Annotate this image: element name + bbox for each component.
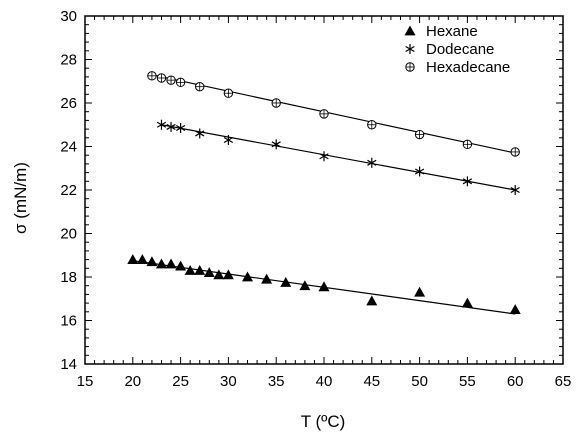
hexane-point [366,295,378,306]
dodecane-point [367,157,377,168]
y-tick-label: 30 [60,8,77,25]
x-tick-label: 35 [268,373,285,390]
y-tick-label: 20 [60,226,77,243]
hexadecane-point [156,73,167,83]
dodecane-point [223,134,234,145]
hexane-point [261,273,273,284]
legend-hexadecane-marker [405,62,415,72]
x-tick-label: 30 [220,373,237,390]
hexane-point [194,264,206,275]
x-tick-label: 45 [363,373,380,390]
hexadecane-point [175,77,186,88]
hexadecane-point [319,109,329,119]
hexadecane-point [166,75,176,85]
x-axis-label: T (ºC) [301,412,346,431]
hexane-point [146,256,158,267]
legend-hexadecane-label: Hexadecane [426,59,510,76]
asterisk-stroke [166,123,176,130]
asterisk-stroke [156,121,167,128]
x-tick-label: 15 [77,373,94,390]
hexadecane-point [195,81,205,92]
asterisk-stroke [271,141,281,148]
dodecane-point [195,128,205,139]
hexadecane-point [367,120,377,130]
y-tick-label: 14 [60,356,77,373]
hexane-point [318,281,330,292]
asterisk-stroke [195,130,205,137]
y-axis-label: σ (mN/m) [11,162,30,234]
dodecane-point [462,176,473,187]
y-tick-label: 18 [60,269,77,286]
x-tick-label: 50 [411,373,428,390]
asterisk-stroke [405,45,415,53]
dodecane-point [271,139,281,150]
data-markers [127,71,521,315]
hexane-point [461,297,473,308]
x-tick-label: 60 [507,373,524,390]
hexane-point [280,276,292,287]
hexane-point [509,304,521,315]
x-tick-label: 20 [124,373,141,390]
asterisk-stroke [414,168,425,175]
dodecane-point [156,119,167,130]
legend-dodecane-label: Dodecane [426,41,494,58]
dodecane-fit-line [161,124,516,191]
y-tick-label: 24 [60,139,77,156]
asterisk-stroke [462,178,473,185]
dodecane-point [414,166,425,177]
dodecane-point [175,123,186,134]
x-tick-label: 25 [172,373,189,390]
hexane-point [184,264,196,275]
hexadecane-point [223,88,234,98]
hexane-point [299,280,311,291]
hexadecane-point [414,129,425,140]
hexane-point [242,271,254,282]
axes: 15 20 25 30 35 40 45 50 55 60 65 14 16 18 20 22 24 26 28 30 [60,8,571,390]
hexadecane-point [462,139,473,150]
y-tick-label: 16 [60,313,77,330]
x-tick-label: 40 [316,373,333,390]
asterisk-stroke [175,124,186,132]
x-tick-label: 55 [459,373,476,390]
dodecane-point [319,151,329,162]
y-tick-label: 28 [60,52,77,69]
legend-dodecane-marker [405,44,415,54]
hexane-point [165,258,177,269]
asterisk-stroke [367,159,377,166]
y-tick-label: 26 [60,95,77,112]
hexadecane-point [147,71,157,81]
hexane-point [136,254,148,264]
hexane-point [414,286,426,297]
asterisk-stroke [223,136,234,143]
hexane-point [203,267,215,278]
hexane-point [155,258,167,269]
dodecane-point [166,121,176,132]
legend-hexane-label: Hexane [426,23,478,40]
hexane-point [213,269,225,280]
asterisk-stroke [319,153,329,160]
hexadecane-fit-line [151,74,516,154]
legend-hexane-marker [404,25,416,36]
hexane-point [175,260,187,271]
hexane-point [127,254,139,264]
dodecane-point [510,185,520,195]
hexadecane-point [271,98,281,108]
hexadecane-point [510,147,520,157]
x-tick-label: 65 [555,373,572,390]
y-tick-label: 22 [60,182,77,199]
asterisk-stroke [510,186,520,194]
hexane-point [222,269,234,280]
